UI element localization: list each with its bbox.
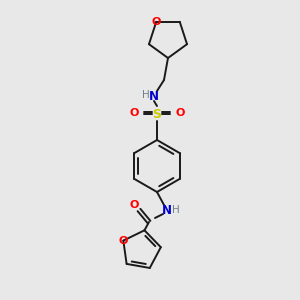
Text: H: H bbox=[142, 90, 150, 100]
Text: N: N bbox=[162, 203, 172, 217]
Text: O: O bbox=[175, 108, 185, 118]
Text: N: N bbox=[149, 89, 159, 103]
Text: O: O bbox=[129, 200, 139, 210]
Text: O: O bbox=[119, 236, 128, 246]
Text: S: S bbox=[152, 107, 161, 121]
Text: O: O bbox=[129, 108, 139, 118]
Text: O: O bbox=[152, 17, 161, 27]
Text: H: H bbox=[172, 205, 180, 215]
